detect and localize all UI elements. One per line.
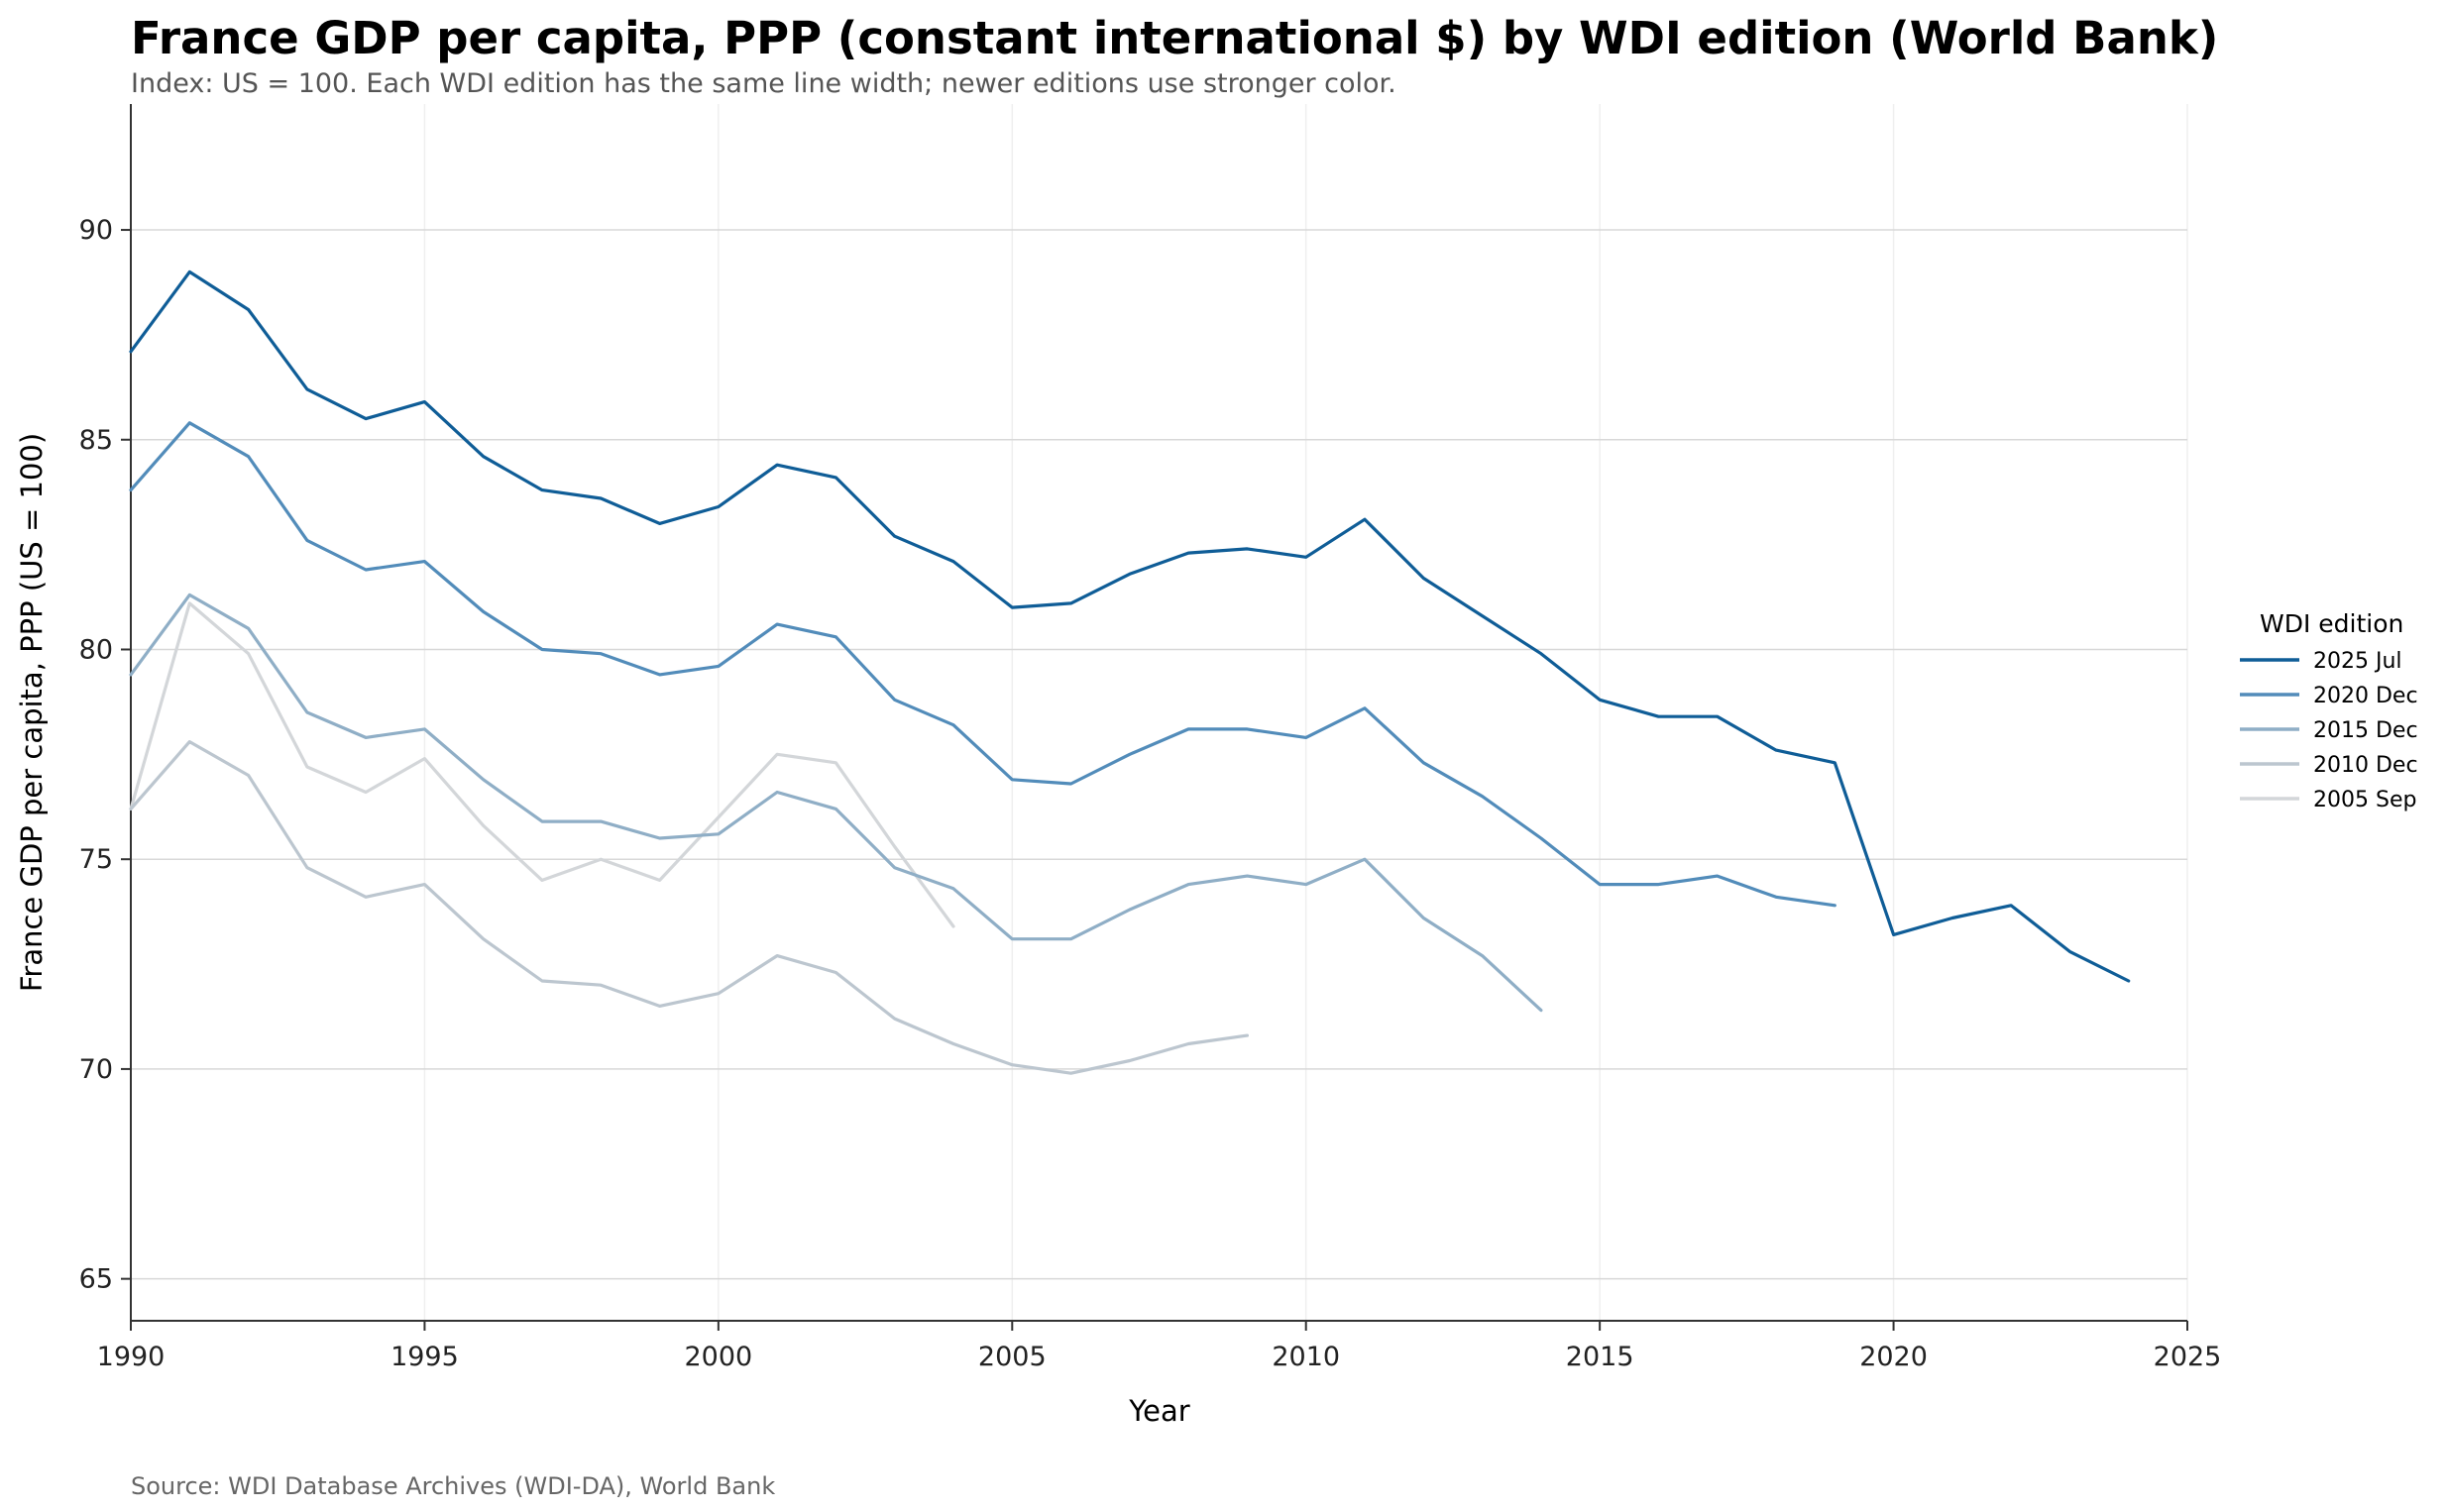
x-tick-label: 2010 (1272, 1342, 1340, 1372)
x-tick-label: 1995 (390, 1342, 459, 1372)
y-axis-label: France GDP per capita, PPP (US = 100) (15, 433, 49, 992)
x-tick-label: 2005 (978, 1342, 1047, 1372)
series-line-2025-jul (129, 270, 2131, 983)
x-tick-label: 2020 (1859, 1342, 1928, 1372)
legend-title: WDI edition (2260, 609, 2403, 638)
legend-label: 2010 Dec (2313, 753, 2418, 778)
axes (130, 104, 2187, 1322)
gridlines (130, 104, 2188, 1321)
legend-label: 2015 Dec (2313, 718, 2418, 743)
y-tick-label: 90 (79, 215, 113, 246)
series-line-2015-dec (129, 593, 1543, 1013)
y-tick-label: 85 (79, 425, 113, 456)
x-tick-label: 1990 (97, 1342, 166, 1372)
series-lines (129, 270, 2131, 1075)
y-tick-label: 65 (79, 1264, 113, 1295)
chart-subtitle: Index: US = 100. Each WDI edition has th… (131, 68, 1396, 99)
source-note: Source: WDI Database Archives (WDI-DA), … (131, 1472, 775, 1500)
tick-labels: 1990 1995 2000 2005 2010 2015 2020 2025 65 70 75 80… (79, 215, 2222, 1372)
legend: WDI edition 2025 Jul 2020 Dec 2015 Dec 2010… (2240, 609, 2418, 812)
series-line-2010-dec (129, 739, 1250, 1075)
y-tick-label: 70 (79, 1054, 113, 1085)
x-tick-label: 2000 (684, 1342, 752, 1372)
x-tick-label: 2015 (1566, 1342, 1634, 1372)
y-tick-label: 75 (79, 844, 113, 875)
legend-label: 2005 Sep (2313, 788, 2416, 812)
x-axis-label: Year (1128, 1394, 1189, 1428)
chart-title: France GDP per capita, PPP (constant int… (131, 12, 2218, 64)
x-tick-label: 2025 (2154, 1342, 2222, 1372)
legend-label: 2025 Jul (2313, 649, 2402, 674)
series-line-2020-dec (129, 421, 1836, 908)
y-tick-label: 80 (79, 634, 113, 665)
series-line-2005-sep (129, 601, 955, 928)
legend-label: 2020 Dec (2313, 684, 2418, 708)
